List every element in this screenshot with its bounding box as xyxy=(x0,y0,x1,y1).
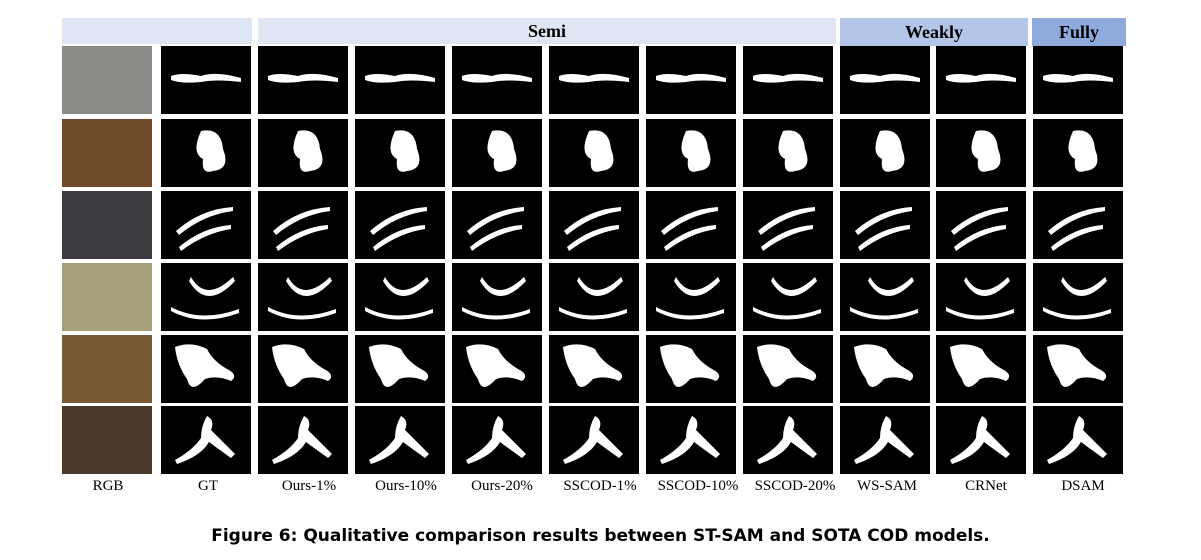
column-label: WS-SAM xyxy=(856,478,917,494)
mask-image xyxy=(1033,191,1123,259)
column-label: RGB xyxy=(92,478,124,494)
mask-image xyxy=(258,191,348,259)
column-label: Ours-1% xyxy=(281,478,337,494)
mask-image xyxy=(258,46,348,114)
mask-image xyxy=(452,191,542,259)
mask-image xyxy=(743,406,833,474)
mask-image xyxy=(646,191,736,259)
header-band-weakly: Weakly xyxy=(840,18,1028,46)
semi-label: Semi xyxy=(528,20,566,41)
mask-image xyxy=(743,191,833,259)
mask-image xyxy=(840,335,930,403)
mask-image xyxy=(549,46,639,114)
mask-image xyxy=(355,119,445,187)
mask-image xyxy=(549,263,639,331)
mask-image xyxy=(355,335,445,403)
mask-image xyxy=(840,46,930,114)
mask-image xyxy=(549,406,639,474)
mask-image xyxy=(1033,263,1123,331)
mask-image xyxy=(1033,46,1123,114)
mask-image xyxy=(452,263,542,331)
mask-image xyxy=(646,119,736,187)
mask-image xyxy=(452,119,542,187)
rgb-image xyxy=(62,263,152,331)
header-band-fully: Fully xyxy=(1032,18,1126,46)
mask-image xyxy=(258,406,348,474)
column-label: Ours-20% xyxy=(471,478,533,494)
column-label: GT xyxy=(198,478,218,494)
mask-image xyxy=(646,406,736,474)
mask-image xyxy=(161,335,251,403)
mask-image xyxy=(743,119,833,187)
mask-image xyxy=(549,335,639,403)
mask-image xyxy=(743,46,833,114)
mask-image xyxy=(840,191,930,259)
mask-image xyxy=(161,119,251,187)
mask-image xyxy=(355,263,445,331)
mask-image xyxy=(743,335,833,403)
mask-image xyxy=(646,263,736,331)
mask-image xyxy=(161,191,251,259)
mask-image xyxy=(355,191,445,259)
mask-image xyxy=(646,46,736,114)
mask-image xyxy=(1033,335,1123,403)
mask-image xyxy=(355,46,445,114)
mask-image xyxy=(936,335,1026,403)
mask-image xyxy=(452,406,542,474)
column-label: Ours-10% xyxy=(375,478,437,494)
mask-image xyxy=(840,406,930,474)
header-band-blank xyxy=(62,18,252,44)
mask-image xyxy=(161,263,251,331)
rgb-image xyxy=(62,46,152,114)
mask-image xyxy=(743,263,833,331)
mask-image xyxy=(258,335,348,403)
mask-image xyxy=(452,46,542,114)
rgb-image xyxy=(62,335,152,403)
mask-image xyxy=(646,335,736,403)
mask-image xyxy=(936,406,1026,474)
mask-image xyxy=(936,119,1026,187)
mask-image xyxy=(161,406,251,474)
rgb-image xyxy=(62,119,152,187)
weakly-label: Weakly xyxy=(904,21,963,42)
header-band-semi: Semi xyxy=(258,18,836,44)
mask-image xyxy=(258,119,348,187)
column-label: DSAM xyxy=(1061,478,1105,494)
column-label: SSCOD-20% xyxy=(754,478,836,494)
column-label: CRNet xyxy=(965,478,1007,494)
mask-image xyxy=(1033,119,1123,187)
mask-image xyxy=(1033,406,1123,474)
mask-image xyxy=(840,119,930,187)
mask-image xyxy=(840,263,930,331)
fully-label: Fully xyxy=(1058,21,1099,42)
mask-image xyxy=(258,263,348,331)
mask-image xyxy=(936,263,1026,331)
figure-caption: Figure 6: Qualitative comparison results… xyxy=(211,526,990,546)
mask-image xyxy=(161,46,251,114)
mask-image xyxy=(936,46,1026,114)
mask-image xyxy=(549,191,639,259)
mask-image xyxy=(452,335,542,403)
mask-image xyxy=(549,119,639,187)
column-label: SSCOD-1% xyxy=(563,478,637,494)
rgb-image xyxy=(62,191,152,259)
column-label: SSCOD-10% xyxy=(657,478,739,494)
mask-image xyxy=(936,191,1026,259)
rgb-image xyxy=(62,406,152,474)
mask-image xyxy=(355,406,445,474)
